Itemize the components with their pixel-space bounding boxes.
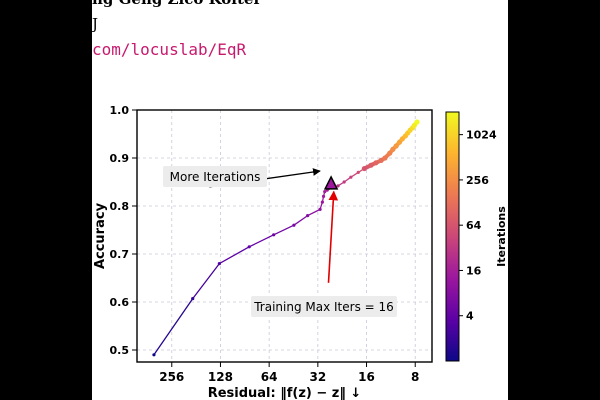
data-point	[306, 214, 310, 218]
series-segment	[218, 246, 250, 265]
data-point	[387, 150, 393, 156]
left-black-bar	[0, 0, 92, 400]
x-axis-ticks: 256 128 64 32 16 8	[159, 362, 419, 384]
training-max-iters-label: Training Max Iters = 16	[253, 300, 394, 314]
data-point	[318, 207, 322, 211]
right-black-bar	[508, 0, 600, 400]
data-point	[378, 157, 384, 163]
training-max-iters-marker	[323, 175, 339, 190]
data-point	[342, 180, 346, 184]
data-point	[414, 119, 420, 125]
data-point	[320, 200, 324, 204]
data-point	[247, 245, 251, 249]
y-tick-label: 0.6	[110, 296, 130, 309]
y-tick-label: 0.9	[110, 152, 130, 165]
series-points	[152, 119, 420, 357]
x-tick-label: 256	[159, 370, 184, 384]
data-point	[217, 262, 221, 266]
data-point	[272, 233, 276, 237]
data-point	[393, 143, 399, 149]
series-line	[153, 120, 419, 356]
y-tick-label: 0.5	[110, 344, 130, 357]
x-tick-label: 16	[358, 370, 375, 384]
paper-authors: ng Geng Zico Kolter	[92, 0, 261, 8]
colorbar-label: Iterations	[495, 206, 508, 267]
colorbar-gradient	[445, 111, 460, 362]
y-axis-ticks: 0.5 0.6 0.7 0.8 0.9 1.0	[110, 104, 137, 357]
data-point	[336, 184, 340, 188]
data-point	[373, 160, 379, 166]
data-point	[321, 194, 326, 198]
x-tick-label: 64	[261, 370, 278, 384]
series-segment	[192, 262, 221, 300]
paper-affiliation: J	[92, 15, 99, 33]
colorbar-tick-label: 1024	[466, 129, 497, 142]
colorbar-tick-label: 64	[466, 219, 482, 232]
series-segment	[306, 208, 321, 217]
series-segment	[273, 224, 295, 236]
data-point	[152, 353, 156, 357]
more-iterations-label: More Iterations	[170, 170, 261, 184]
plot-frame	[136, 109, 433, 363]
annotations: More Iterations Training Max Iters = 16	[163, 166, 397, 317]
x-axis-label: Residual: ‖f(z) − z‖ ↓	[208, 386, 362, 400]
x-tick-label: 8	[411, 370, 419, 384]
series-segment	[293, 214, 309, 226]
data-point	[323, 190, 327, 194]
x-tick-label: 32	[309, 370, 326, 384]
y-tick-label: 0.7	[110, 248, 130, 261]
series-segment	[153, 297, 194, 356]
data-point	[390, 146, 396, 152]
y-tick-label: 1.0	[110, 104, 130, 117]
data-point	[349, 175, 353, 179]
colorbar: 4 16 64 256 1024	[445, 111, 497, 362]
data-point	[356, 170, 360, 174]
y-axis-label: Accuracy	[93, 202, 108, 269]
x-tick-label: 128	[208, 370, 233, 384]
data-point	[292, 223, 296, 227]
data-point	[361, 165, 367, 172]
data-point	[382, 155, 388, 161]
grid	[137, 109, 432, 362]
code-link[interactable]: com/locuslab/EqR	[92, 40, 247, 59]
colorbar-tick-label: 256	[466, 174, 489, 187]
data-point	[368, 162, 374, 168]
more-iterations-box	[163, 166, 267, 187]
colorbar-tick-label: 16	[466, 264, 482, 277]
training-max-iters-arrow	[327, 190, 339, 283]
colorbar-tick-label: 4	[466, 310, 474, 323]
y-tick-label: 0.8	[110, 200, 130, 213]
data-point	[191, 297, 195, 301]
series-segment	[248, 234, 275, 248]
training-max-iters-box	[251, 296, 397, 317]
